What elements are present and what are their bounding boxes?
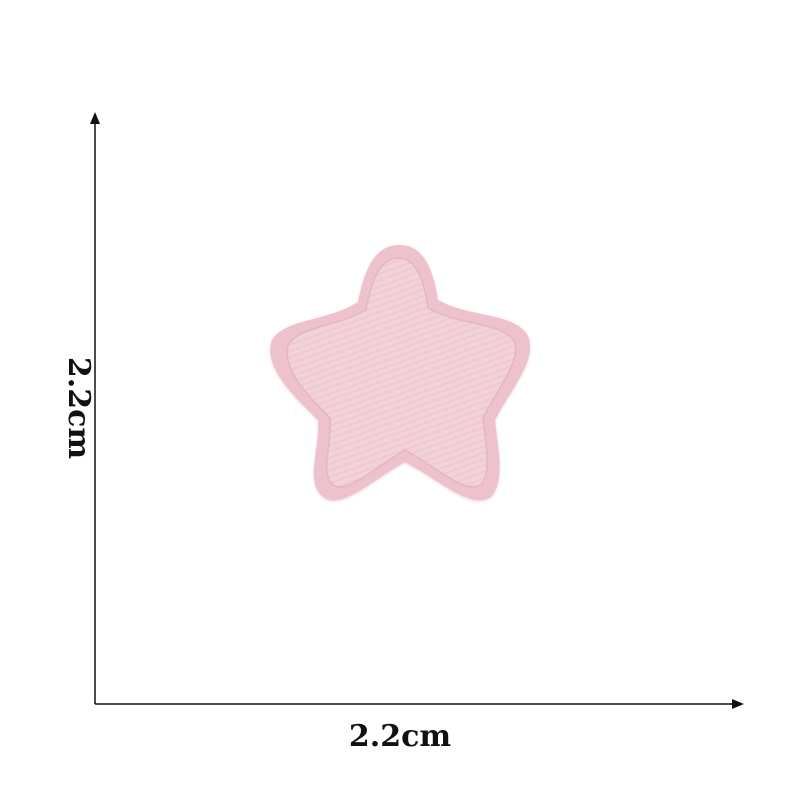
width-dimension-label: 2.2cm <box>348 719 452 754</box>
star-patch-inner-edge <box>286 257 517 488</box>
vertical-axis-arrow-icon <box>90 112 100 124</box>
height-dimension-label: 2.2cm <box>61 356 96 460</box>
star-patch <box>270 244 531 501</box>
horizontal-axis-arrow-icon <box>732 699 744 709</box>
star-patch-fill <box>287 258 516 487</box>
